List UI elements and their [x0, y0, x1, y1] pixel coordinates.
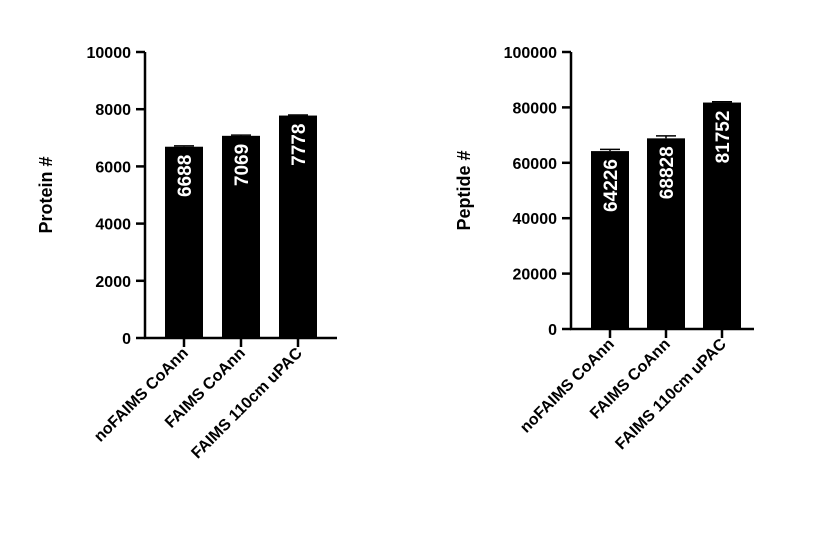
- protein-chart: 0 2000 4000 6000 8000 10000 Protein # 6688 noFAI…: [36, 45, 337, 462]
- y-tick-label: 40000: [513, 211, 558, 228]
- bar: [165, 146, 203, 338]
- y-tick-label: 0: [122, 331, 131, 348]
- bar: [279, 115, 317, 339]
- bar-data-label: 81752: [713, 111, 734, 164]
- y-axis-title: Peptide #: [454, 150, 474, 230]
- y-tick-label: 100000: [504, 45, 557, 62]
- x-category-label: noFAIMS CoAnn: [91, 345, 192, 446]
- y-tick-label: 10000: [87, 45, 132, 62]
- y-tick-label: 0: [548, 322, 557, 339]
- y-tick-label: 8000: [95, 102, 131, 119]
- x-category-label: FAIMS 110cm uPAC: [188, 344, 306, 462]
- peptide-chart: 0 20000 40000 60000 80000 100000 Peptide # 6422…: [454, 45, 754, 453]
- bar-data-label: 68828: [657, 146, 678, 199]
- y-tick-label: 20000: [513, 267, 558, 284]
- bar: [703, 102, 741, 329]
- bar-data-label: 7778: [289, 124, 310, 166]
- bar-data-label: 64226: [601, 159, 622, 212]
- y-tick-label: 60000: [513, 156, 558, 173]
- bar-data-label: 6688: [175, 155, 196, 197]
- y-tick-label: 4000: [95, 217, 131, 234]
- y-tick-label: 80000: [513, 100, 558, 117]
- x-category-label: noFAIMS CoAnn: [517, 336, 618, 437]
- y-tick-label: 6000: [95, 159, 131, 176]
- bar: [591, 151, 629, 329]
- bar-data-label: 7069: [232, 144, 253, 186]
- y-axis-title: Protein #: [36, 156, 56, 233]
- y-tick-label: 2000: [95, 274, 131, 291]
- bar: [222, 135, 260, 338]
- x-category-label: FAIMS 110cm uPAC: [612, 335, 730, 453]
- bar: [647, 138, 685, 329]
